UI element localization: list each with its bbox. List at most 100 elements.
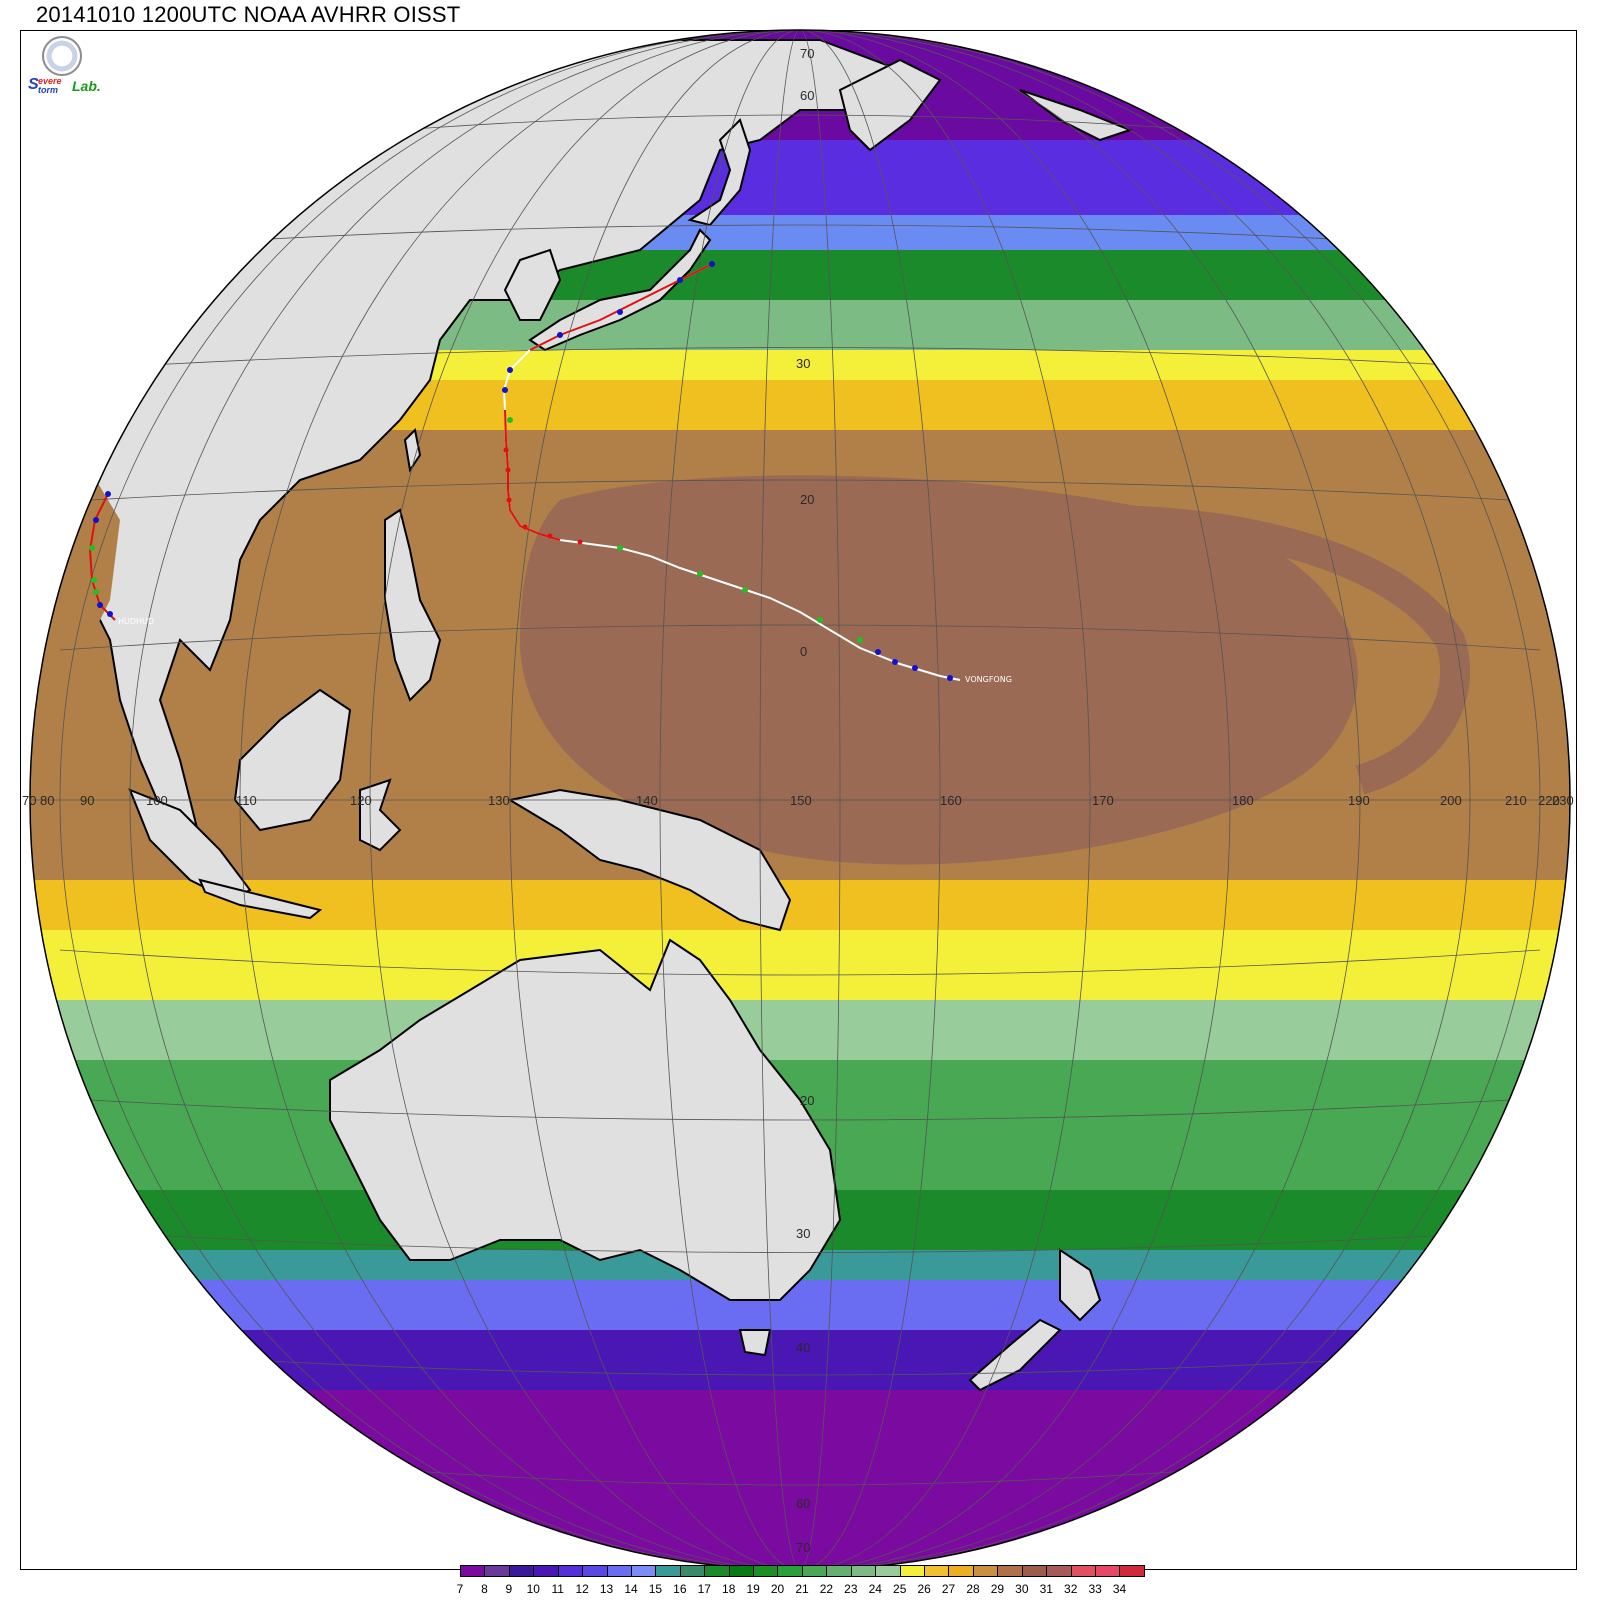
colorbar-label: 9: [505, 1582, 513, 1596]
colorbar-label: 10: [526, 1582, 540, 1596]
lat-label: 20: [800, 1093, 814, 1108]
storm-track-hudhud: HUDHUD: [88, 491, 154, 626]
colorbar-label: 25: [893, 1582, 907, 1596]
storm-track-vongfong: VONGFONG: [502, 261, 1012, 684]
colorbar-swatch: [801, 1565, 828, 1577]
colorbar-label: 26: [917, 1582, 931, 1596]
colorbar-swatch: [997, 1565, 1023, 1577]
graticule: [30, 30, 1570, 1570]
lat-label: 70: [800, 46, 814, 61]
logo-line2: torm: [38, 85, 58, 95]
colorbar-label: 24: [868, 1582, 882, 1596]
lon-label: 130: [488, 793, 510, 808]
colorbar-label: 11: [551, 1582, 564, 1596]
colorbar-swatch: [728, 1565, 755, 1577]
colorbar-swatch: [753, 1565, 779, 1577]
colorbar-swatch: [850, 1565, 877, 1577]
colorbar-label: 32: [1064, 1582, 1078, 1596]
colorbar-label: 7: [456, 1582, 464, 1596]
lon-label: 100: [146, 793, 168, 808]
colorbar-swatch: [606, 1565, 632, 1577]
colorbar-label: 19: [746, 1582, 760, 1596]
colorbar-swatch: [533, 1565, 559, 1577]
colorbar-swatch: [704, 1565, 730, 1577]
lon-label: 70: [22, 793, 36, 808]
logo-lab: Lab.: [72, 78, 101, 94]
lon-label: 210: [1505, 793, 1527, 808]
latitude-labels: 30 20 0 20 30 40 60 70 60 70: [796, 46, 814, 1555]
land-java: [198, 878, 323, 920]
lon-label: 180: [1232, 793, 1254, 808]
longitude-labels: 70 80 90 100 110 120 130 140 150 160 170…: [22, 793, 1574, 808]
land-kamchatka: [838, 58, 942, 152]
colorbar-swatch: [875, 1565, 901, 1577]
map-title: 20141010 1200UTC NOAA AVHRR OISST: [36, 2, 461, 27]
logo-line1: evere: [38, 76, 62, 86]
colorbar-label: 29: [990, 1582, 1005, 1596]
lon-label: 220: [1538, 793, 1560, 808]
logo-big-s: S: [28, 76, 39, 93]
colorbar-swatch: [630, 1565, 657, 1577]
land-tasmania: [738, 1329, 772, 1357]
colorbar-swatch: [1119, 1565, 1145, 1577]
university-seal-icon: [42, 36, 82, 76]
colorbar-swatch: [924, 1565, 950, 1577]
logo-wordmark: S evere torm Lab.: [26, 76, 108, 96]
land-alaska: [1019, 89, 1133, 142]
colorbar-swatch: [557, 1565, 584, 1577]
colorbar-swatch: [1070, 1565, 1096, 1577]
colorbar-label: 23: [844, 1582, 858, 1596]
lat-label: 70: [796, 1540, 810, 1555]
colorbar-swatch: [582, 1565, 608, 1577]
colorbar-label: 22: [819, 1582, 834, 1596]
storm-label-vongfong: VONGFONG: [965, 675, 1012, 684]
land-japan: [528, 228, 712, 352]
lat-label: 60: [796, 1496, 810, 1511]
colorbar-label: 15: [648, 1582, 663, 1596]
lon-label: 80: [40, 793, 54, 808]
lon-label: 160: [940, 793, 962, 808]
colorbar-swatch: [655, 1565, 681, 1577]
land-new-zealand: [1059, 1248, 1102, 1322]
land-borneo: [233, 688, 352, 832]
lon-label: 120: [350, 793, 372, 808]
colorbar-swatch: [972, 1565, 999, 1577]
colorbar-label: 28: [966, 1582, 980, 1596]
colorbar-label: 14: [624, 1582, 638, 1596]
land-korea: [503, 248, 562, 321]
lat-label: 20: [800, 492, 814, 507]
colorbar-swatch: [899, 1565, 926, 1577]
lon-label: 190: [1348, 793, 1370, 808]
colorbar-label: 21: [795, 1582, 809, 1596]
lon-label: 170: [1092, 793, 1114, 808]
colorbar-swatch: [460, 1565, 486, 1577]
colorbar-label: 8: [481, 1582, 488, 1596]
lon-label: 230: [1552, 793, 1574, 808]
lon-label: 200: [1440, 793, 1462, 808]
colorbar-label: 17: [697, 1582, 711, 1596]
lat-label: 0: [800, 644, 807, 659]
colorbar-swatch: [777, 1565, 803, 1577]
colorbar-label: 31: [1039, 1582, 1053, 1596]
land-hokkaido: [687, 118, 752, 227]
colorbar-swatch: [508, 1565, 535, 1577]
colorbar-label: 13: [599, 1582, 614, 1596]
severe-storm-lab-logo: S evere torm Lab.: [26, 36, 108, 100]
sst-colorbar: [460, 1565, 1145, 1579]
land-new-zealand-south: [968, 1318, 1062, 1392]
storm-label-hudhud: HUDHUD: [118, 617, 154, 626]
land-philippines: [384, 508, 442, 702]
lon-label: 90: [80, 793, 94, 808]
land-australia: [329, 938, 842, 1301]
colorbar-swatch: [679, 1565, 706, 1577]
colorbar-swatch: [484, 1565, 510, 1577]
colorbar-label: 18: [722, 1582, 736, 1596]
colorbar-swatch: [948, 1565, 974, 1577]
lon-label: 110: [236, 793, 257, 808]
colorbar-label: 33: [1088, 1582, 1102, 1596]
colorbar-label: 12: [575, 1582, 589, 1596]
colorbar-swatch: [1021, 1565, 1048, 1577]
lon-label: 140: [636, 793, 658, 808]
colorbar-swatch: [826, 1565, 852, 1577]
